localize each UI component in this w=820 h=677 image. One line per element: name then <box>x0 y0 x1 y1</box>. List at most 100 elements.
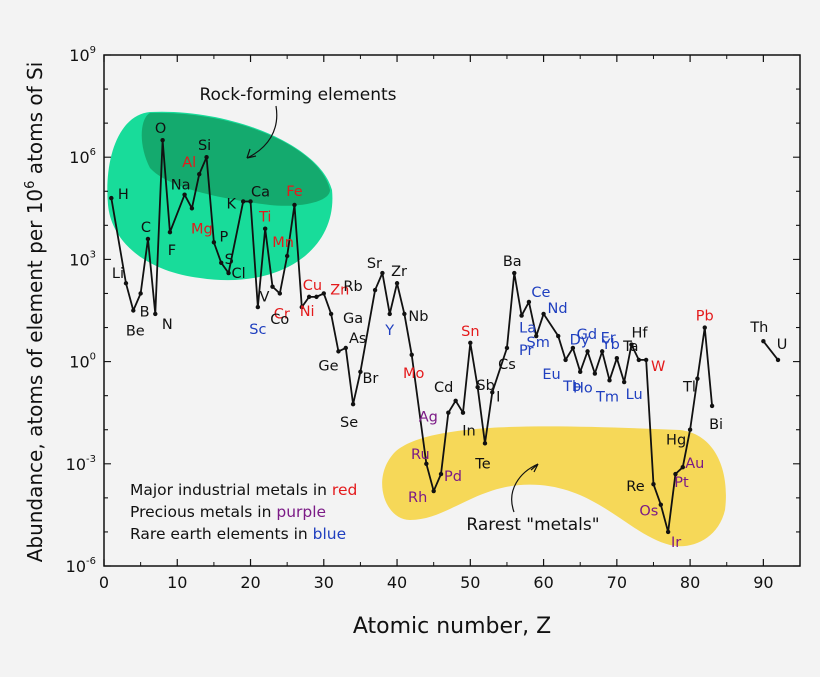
data-point-cr <box>277 291 283 296</box>
data-point-u <box>775 357 781 363</box>
rock-annotation-text: Rock-forming elements <box>199 85 396 105</box>
y-tick-label: 10-6 <box>66 556 96 576</box>
data-point-n <box>153 311 158 317</box>
legend-word-blue: blue <box>313 525 347 543</box>
data-point-cu <box>314 294 319 300</box>
data-point-ho <box>592 371 598 376</box>
element-label-ho: Ho <box>573 381 593 397</box>
element-label-se: Se <box>340 415 358 431</box>
element-label-be: Be <box>126 324 145 340</box>
series-line <box>110 139 779 533</box>
series-segment <box>110 139 713 533</box>
rare-annotation-text: Rarest "metals" <box>466 515 599 535</box>
data-point-hf <box>629 342 634 347</box>
element-label-pd: Pd <box>444 469 462 485</box>
data-point-o <box>160 137 165 143</box>
data-point-pt <box>673 471 678 477</box>
element-label-mn: Mn <box>272 235 294 251</box>
data-point-la <box>519 313 524 318</box>
x-tick-label: 30 <box>314 573 334 592</box>
element-label-co: Co <box>270 312 289 328</box>
element-label-ir: Ir <box>671 535 681 551</box>
data-point-s <box>219 260 224 266</box>
data-point-na <box>182 192 187 197</box>
data-point-h <box>109 195 114 201</box>
data-point-cs <box>504 345 510 351</box>
data-point-in <box>460 410 466 415</box>
x-tick-label: 80 <box>680 573 700 592</box>
element-label-ce: Ce <box>531 285 550 301</box>
x-tick-label: 60 <box>533 573 553 592</box>
data-point-yb <box>614 355 620 361</box>
element-label-n: N <box>162 317 173 333</box>
x-tick-label: 0 <box>99 573 109 592</box>
element-label-ba: Ba <box>503 254 522 270</box>
element-label-th: Th <box>749 320 768 336</box>
element-label-o: O <box>155 121 166 137</box>
element-label-nb: Nb <box>408 309 428 325</box>
element-label-li: Li <box>112 266 124 282</box>
y-tick-label: 103 <box>69 249 96 269</box>
x-tick-label: 50 <box>460 573 480 592</box>
element-label-pb: Pb <box>696 309 714 325</box>
element-label-re: Re <box>626 479 644 495</box>
plot-frame <box>103 54 801 567</box>
element-label-as: As <box>349 331 366 347</box>
rare-arrowhead <box>530 463 539 473</box>
rare-annotation: Rarest "metals" <box>466 463 600 535</box>
element-label-u: U <box>777 337 788 353</box>
data-point-as <box>343 345 348 351</box>
y-tick-label: 106 <box>69 147 96 167</box>
data-point-ga <box>328 311 334 317</box>
element-label-cr: Cr <box>274 306 290 322</box>
element-label-cd: Cd <box>434 380 453 396</box>
legend-word-purple: purple <box>276 503 326 521</box>
element-label-fe: Fe <box>286 184 303 200</box>
data-point-v <box>270 284 275 289</box>
rarest-metals-region <box>382 426 726 547</box>
element-label-cs: Cs <box>498 357 516 373</box>
y-tick-label: 109 <box>69 45 96 65</box>
element-label-c: C <box>141 220 151 236</box>
series-segment <box>762 340 779 361</box>
rock-arrowhead <box>246 148 257 159</box>
data-point-dy <box>585 349 590 354</box>
rock-forming-region-core <box>141 112 330 206</box>
data-point-er <box>599 349 605 354</box>
element-label-tb: Tb <box>562 379 581 395</box>
data-point-cl <box>226 270 231 276</box>
data-point-gd <box>570 345 576 351</box>
data-point-mn <box>284 253 290 259</box>
element-label-sb: Sb <box>476 378 494 394</box>
data-point-nb <box>402 311 407 317</box>
legend: Major industrial metals in red Precious … <box>130 481 357 543</box>
data-point-sc <box>255 304 261 310</box>
data-point-ni <box>306 294 312 300</box>
element-label-ru: Ru <box>411 447 430 463</box>
data-point-tb <box>578 369 583 375</box>
element-label-dy: Dy <box>570 332 590 348</box>
rock-annotation-arrow <box>246 105 278 159</box>
data-point-ir <box>665 529 671 535</box>
x-tick-label: 40 <box>387 573 407 592</box>
element-label-ga: Ga <box>343 311 363 327</box>
element-label-yb: Yb <box>601 337 620 353</box>
element-label-rh: Rh <box>408 490 427 506</box>
x-tick-label: 20 <box>240 573 260 592</box>
element-label-in: In <box>462 424 475 440</box>
element-label-cu: Cu <box>303 278 322 294</box>
data-point-te <box>482 441 488 446</box>
element-label-h: H <box>118 187 129 203</box>
data-point-tl <box>695 376 700 381</box>
data-point-cd <box>453 398 458 403</box>
data-point-th <box>761 338 766 344</box>
element-label-zn: Zn <box>330 282 349 298</box>
data-point-al <box>197 172 202 177</box>
data-point-b <box>138 291 143 296</box>
data-point-f <box>167 229 173 235</box>
data-point-hg <box>687 427 693 432</box>
rock-annotation: Rock-forming elements <box>199 85 397 159</box>
data-point-pb <box>702 325 707 330</box>
data-point-p <box>211 240 217 245</box>
